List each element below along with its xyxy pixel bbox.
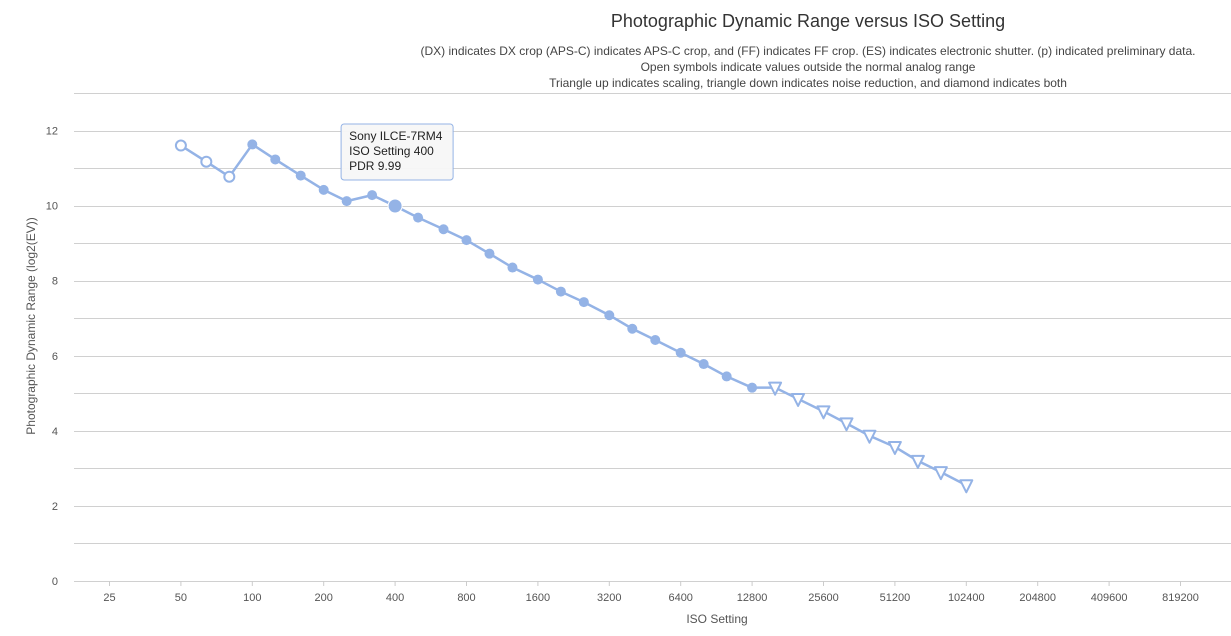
data-point[interactable] (387, 198, 403, 214)
data-point[interactable] (532, 274, 543, 285)
series-sony-ilce-7rm4[interactable] (174, 139, 974, 494)
data-point-triangle-down[interactable] (910, 454, 925, 469)
tooltip-iso-value: ISO Setting 400 (349, 144, 434, 158)
x-tick-label: 25600 (808, 592, 839, 604)
data-point-triangle-down[interactable] (768, 381, 783, 396)
x-tick-label: 6400 (668, 592, 692, 604)
x-tick-label: 25 (103, 592, 115, 604)
y-tick-label: 8 (52, 276, 58, 288)
tooltip: Sony ILCE-7RM4 ISO Setting 400 PDR 9.99 (340, 123, 454, 181)
x-tick-label: 3200 (597, 592, 621, 604)
x-tick-label: 51200 (880, 592, 911, 604)
y-tick-label: 12 (46, 126, 58, 138)
x-tick-label: 819200 (1162, 592, 1199, 604)
data-point[interactable] (438, 224, 449, 235)
x-tick-label: 400 (386, 592, 404, 604)
data-point[interactable] (650, 335, 661, 346)
y-tick-label: 6 (52, 351, 58, 363)
y-axis-ticks: 0 2 4 6 8 10 12 (46, 126, 58, 588)
y-tick-label: 10 (46, 201, 58, 213)
data-point-triangle-down[interactable] (791, 392, 806, 407)
tooltip-box (340, 123, 454, 181)
data-point[interactable] (675, 347, 686, 358)
data-point-triangle-down[interactable] (959, 479, 974, 494)
data-point[interactable] (721, 371, 732, 382)
data-point-triangle-down[interactable] (816, 405, 831, 420)
x-tick-label: 1600 (526, 592, 550, 604)
x-axis-title: ISO Setting (686, 612, 747, 626)
data-point[interactable] (484, 248, 495, 259)
tooltip-pdr-value: PDR 9.99 (349, 159, 401, 173)
x-tick-label: 100 (243, 592, 261, 604)
data-point-open[interactable] (200, 155, 213, 168)
series-line (180, 143, 967, 487)
data-point[interactable] (507, 262, 518, 273)
x-tick-label: 50 (175, 592, 187, 604)
data-point[interactable] (461, 235, 472, 246)
data-point-triangle-down[interactable] (933, 466, 948, 481)
data-point[interactable] (295, 170, 306, 181)
data-point[interactable] (367, 190, 378, 201)
data-point[interactable] (555, 286, 566, 297)
x-axis-ticks: 25 50 100 200 400 800 1600 3200 6400 12800 25600 51… (103, 581, 1199, 604)
data-point-open[interactable] (223, 170, 236, 183)
data-point-triangle-down[interactable] (887, 440, 902, 455)
chart-subtitle-line-3: Triangle up indicates scaling, triangle … (549, 76, 1067, 90)
x-tick-label: 200 (315, 592, 333, 604)
x-tick-label: 800 (457, 592, 475, 604)
data-point-triangle-down[interactable] (839, 417, 854, 432)
data-point[interactable] (318, 184, 329, 195)
data-point-triangle-down[interactable] (862, 429, 877, 444)
data-point[interactable] (247, 139, 258, 150)
chart-title: Photographic Dynamic Range versus ISO Se… (611, 11, 1005, 31)
x-tick-label: 204800 (1019, 592, 1056, 604)
data-point[interactable] (413, 212, 424, 223)
tooltip-series-name: Sony ILCE-7RM4 (349, 129, 443, 143)
chart-subtitle-line-2: Open symbols indicate values outside the… (641, 60, 976, 74)
x-tick-label: 409600 (1091, 592, 1128, 604)
data-point[interactable] (698, 359, 709, 370)
data-point[interactable] (604, 310, 615, 321)
data-point[interactable] (341, 196, 352, 207)
x-tick-label: 12800 (737, 592, 768, 604)
y-tick-label: 0 (52, 576, 58, 588)
y-tick-label: 4 (52, 426, 58, 438)
data-point[interactable] (270, 154, 281, 165)
data-point[interactable] (747, 382, 758, 393)
data-point-open[interactable] (174, 139, 187, 152)
x-tick-label: 102400 (948, 592, 985, 604)
grid (74, 93, 1231, 582)
data-point[interactable] (578, 297, 589, 308)
data-point[interactable] (627, 323, 638, 334)
y-axis-title: Photographic Dynamic Range (log2(EV)) (24, 217, 38, 434)
y-tick-label: 2 (52, 501, 58, 513)
chart-subtitle-line-1: (DX) indicates DX crop (APS-C) indicates… (421, 44, 1196, 58)
